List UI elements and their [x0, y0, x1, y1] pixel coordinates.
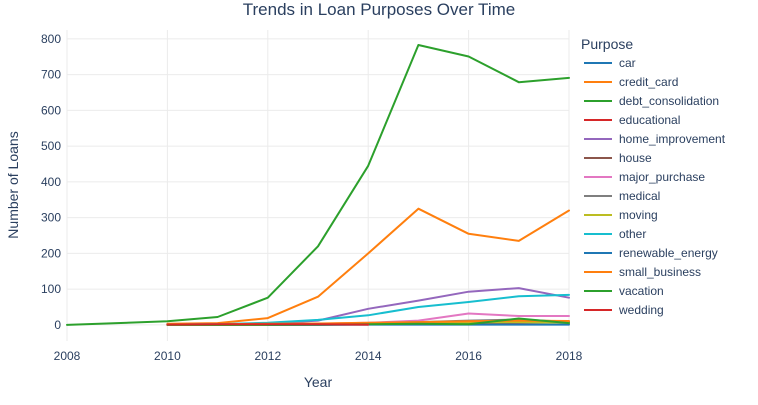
x-tick-label: 2008 — [54, 349, 81, 363]
y-tick-label: 800 — [41, 32, 61, 46]
x-tick-label: 2018 — [556, 349, 583, 363]
legend-label: house — [619, 151, 652, 165]
y-tick-label: 700 — [41, 68, 61, 82]
x-tick-label: 2010 — [154, 349, 181, 363]
chart-title: Trends in Loan Purposes Over Time — [243, 0, 515, 19]
y-tick-label: 0 — [54, 318, 61, 332]
x-axis-title: Year — [304, 374, 333, 390]
legend-title: Purpose — [581, 36, 633, 52]
y-tick-label: 500 — [41, 139, 61, 153]
legend-label: small_business — [619, 265, 701, 279]
y-tick-label: 100 — [41, 282, 61, 296]
legend-label: renewable_energy — [619, 246, 718, 260]
legend-label: wedding — [618, 303, 664, 317]
legend-label: moving — [619, 208, 658, 222]
legend-label: vacation — [619, 284, 664, 298]
x-tick-label: 2012 — [254, 349, 281, 363]
legend-label: other — [619, 227, 646, 241]
legend-label: debt_consolidation — [619, 94, 719, 108]
legend-label: educational — [619, 113, 680, 127]
legend-label: medical — [619, 189, 660, 203]
y-tick-label: 600 — [41, 103, 61, 117]
y-tick-label: 400 — [41, 175, 61, 189]
legend-label: credit_card — [619, 75, 678, 89]
legend-label: home_improvement — [619, 132, 726, 146]
y-tick-label: 200 — [41, 246, 61, 260]
y-axis-title: Number of Loans — [5, 131, 21, 238]
x-tick-label: 2014 — [355, 349, 382, 363]
y-tick-label: 300 — [41, 211, 61, 225]
legend-label: major_purchase — [619, 170, 705, 184]
x-tick-label: 2016 — [455, 349, 482, 363]
legend-label: car — [619, 56, 636, 70]
